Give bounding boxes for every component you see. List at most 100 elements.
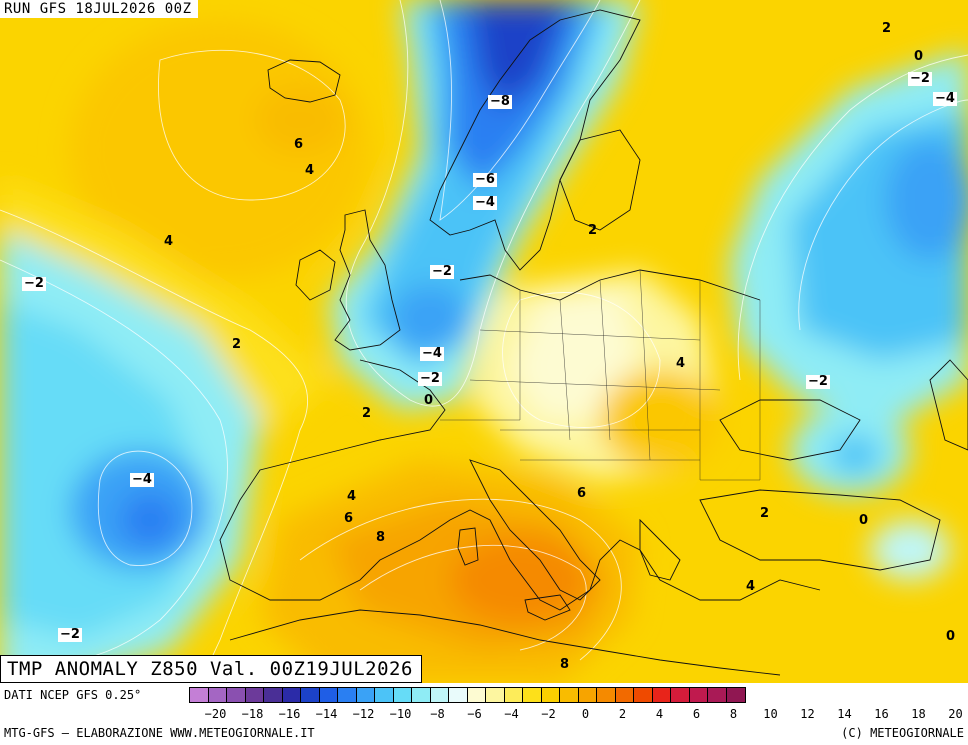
- sicily-coast: [524, 594, 571, 621]
- scale-tick-label: 16: [874, 707, 889, 721]
- data-source: DATI NCEP GFS 0.25°: [4, 688, 142, 702]
- scale-swatch: [319, 688, 338, 702]
- country-borders: [440, 269, 761, 481]
- scale-swatch: [708, 688, 727, 702]
- italy-coast: [469, 459, 601, 601]
- scale-swatch: [190, 688, 209, 702]
- contour-value-label: 2: [588, 223, 598, 238]
- scale-tick-label: −10: [389, 707, 412, 721]
- scale-tick-label: 0: [581, 707, 590, 721]
- scale-tick-label: 4: [655, 707, 664, 721]
- scale-tick-label: −14: [315, 707, 338, 721]
- scale-swatch: [393, 688, 412, 702]
- footer: DATI NCEP GFS 0.25° −20 −18 −16 −14 −12 −10 −8…: [0, 683, 968, 745]
- contour-value-label: −6: [473, 172, 497, 187]
- run-label: RUN GFS 18JUL2026 00Z: [0, 0, 198, 18]
- scale-swatch: [597, 688, 616, 702]
- ireland-coast: [295, 249, 336, 301]
- credit-left: MTG-GFS – ELABORAZIONE WWW.METEOGIORNALE…: [4, 726, 315, 740]
- contour-value-label: −4: [473, 195, 497, 210]
- scale-tick-label: 6: [692, 707, 701, 721]
- scale-tick-label: −8: [430, 707, 445, 721]
- scale-tick-label: −18: [241, 707, 264, 721]
- scale-swatch: [504, 688, 523, 702]
- scale-tick-label: 10: [763, 707, 778, 721]
- scale-swatch: [208, 688, 227, 702]
- scale-tick-label: −4: [504, 707, 519, 721]
- scale-swatch: [634, 688, 653, 702]
- scale-tick-label: 20: [948, 707, 963, 721]
- scale-swatch: [726, 688, 745, 702]
- contour-value-label: −2: [22, 276, 46, 291]
- contour-value-label: −4: [420, 346, 444, 361]
- contour-value-label: 2: [760, 506, 770, 521]
- scale-tick-label: −16: [278, 707, 301, 721]
- scale-tick-label: 18: [911, 707, 926, 721]
- contour-value-label: 0: [859, 513, 869, 528]
- scale-swatch: [578, 688, 597, 702]
- scale-swatch: [449, 688, 468, 702]
- greece-coast: [639, 518, 681, 581]
- scandinavia-coast: [429, 9, 641, 271]
- contour-value-label: 2: [232, 337, 242, 352]
- contour-value-label: −8: [488, 94, 512, 109]
- contour-value-label: 4: [676, 356, 686, 371]
- contour-value-label: 0: [914, 49, 924, 64]
- contour-value-label: 6: [577, 486, 587, 501]
- scale-swatch: [375, 688, 394, 702]
- scale-swatch: [652, 688, 671, 702]
- contour-value-label: 0: [946, 629, 956, 644]
- great-britain-coast: [334, 209, 401, 351]
- contour-value-label: 6: [344, 511, 354, 526]
- coastlines: [219, 9, 968, 676]
- contour-value-label: 2: [882, 21, 892, 36]
- scale-tick-label: −20: [204, 707, 227, 721]
- scale-tick-label: 2: [618, 707, 627, 721]
- scale-swatch: [689, 688, 708, 702]
- color-scale: [189, 687, 746, 703]
- scale-swatch: [245, 688, 264, 702]
- turkey-coast: [699, 489, 941, 571]
- scale-swatch: [430, 688, 449, 702]
- scale-tick-label: −2: [541, 707, 556, 721]
- scale-tick-label: 8: [729, 707, 738, 721]
- contour-value-label: 4: [746, 579, 756, 594]
- contour-lines: [0, 0, 968, 683]
- scale-swatch: [523, 688, 542, 702]
- iceland-coast: [267, 59, 341, 103]
- contour-value-label: 2: [362, 406, 372, 421]
- scale-swatch: [615, 688, 634, 702]
- temperature-anomaly-map: [0, 0, 968, 683]
- contour-value-label: 8: [560, 657, 570, 672]
- scale-tick-label: −6: [467, 707, 482, 721]
- scale-swatch: [227, 688, 246, 702]
- contour-value-label: −4: [933, 91, 957, 106]
- contour-value-label: 4: [347, 489, 357, 504]
- black-sea-coast: [719, 399, 861, 461]
- contour-value-label: −2: [418, 371, 442, 386]
- contour-value-label: 4: [305, 163, 315, 178]
- scale-tick-label: −12: [352, 707, 375, 721]
- color-scale-ticks: −20 −18 −16 −14 −12 −10 −8 −6 −4 −2 0 2 4 6 8 10 12 14 16 1…: [189, 707, 968, 723]
- scale-swatch: [338, 688, 357, 702]
- contour-value-label: 6: [294, 137, 304, 152]
- scale-swatch: [560, 688, 579, 702]
- contour-value-label: −2: [806, 374, 830, 389]
- europe-coast: [219, 269, 821, 611]
- scale-tick-label: 12: [800, 707, 815, 721]
- credit-right: (C) METEOGIORNALE: [841, 726, 964, 740]
- scale-swatch: [282, 688, 301, 702]
- scale-tick-label: 14: [837, 707, 852, 721]
- scale-swatch: [486, 688, 505, 702]
- contour-value-label: −2: [58, 627, 82, 642]
- caspian-coast: [929, 359, 968, 451]
- contour-value-label: −4: [130, 472, 154, 487]
- finland-coast: [559, 129, 641, 231]
- north-africa-coast: [229, 609, 781, 676]
- contour-value-label: 4: [164, 234, 174, 249]
- scale-swatch: [467, 688, 486, 702]
- scale-swatch: [671, 688, 690, 702]
- map-title: TMP ANOMALY Z850 Val. 00Z19JUL2026: [0, 655, 422, 683]
- scale-swatch: [356, 688, 375, 702]
